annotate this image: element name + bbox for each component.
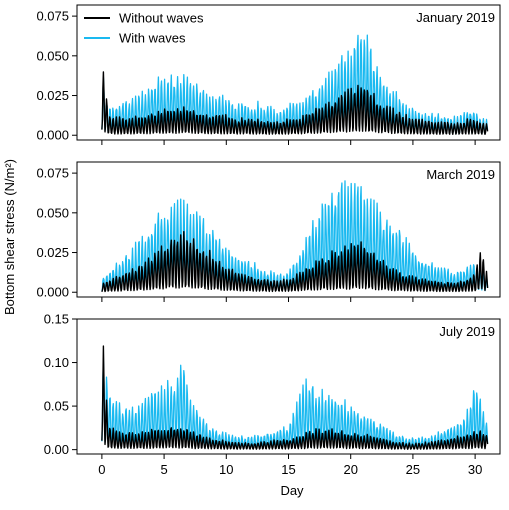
panel-2: 0.000 0.025 0.050 0.075 March 2019 (36, 161, 501, 302)
legend: Without waves With waves (84, 11, 204, 46)
panel-title: January 2019 (416, 10, 495, 25)
x-tick-label: 10 (219, 462, 233, 477)
x-tick-label: 0 (98, 462, 105, 477)
series-line-with-waves (101, 34, 489, 135)
y-tick-label: 0.10 (44, 355, 69, 370)
panel-1: 0.000 0.025 0.050 0.075 January 2019 Without … (36, 4, 501, 145)
y-tick-label: 0.00 (44, 442, 69, 457)
y-tick-label: 0.000 (36, 128, 69, 143)
legend-label: Without waves (119, 11, 204, 26)
series-line-without-waves (101, 71, 489, 136)
y-tick-label: 0.000 (36, 285, 69, 300)
y-tick-label: 0.05 (44, 399, 69, 414)
y-tick-label: 0.050 (36, 48, 69, 63)
y-tick-label: 0.050 (36, 205, 69, 220)
x-tick-label: 25 (406, 462, 420, 477)
panel-title: July 2019 (439, 324, 495, 339)
y-tick-label: 0.075 (36, 9, 69, 24)
series-line-with-waves (101, 359, 489, 450)
x-tick-label: 20 (343, 462, 357, 477)
x-axis-label: Day (280, 483, 304, 498)
series-line-without-waves (101, 345, 489, 450)
x-tick-label: 30 (468, 462, 482, 477)
y-tick-label: 0.025 (36, 88, 69, 103)
legend-label: With waves (119, 31, 186, 46)
y-tick-label: 0.025 (36, 245, 69, 260)
y-axis-label: Bottom shear stress (N/m²) (2, 159, 17, 315)
y-tick-label: 0.075 (36, 166, 69, 181)
y-tick-label: 0.15 (44, 312, 69, 327)
panel-3: 0.00 0.05 0.10 0.15 0 5 10 15 20 25 30 July 2019 (44, 312, 501, 477)
panel-title: March 2019 (426, 167, 495, 182)
x-tick-label: 15 (281, 462, 295, 477)
series-line-without-waves (101, 230, 489, 293)
x-tick-label: 5 (160, 462, 167, 477)
